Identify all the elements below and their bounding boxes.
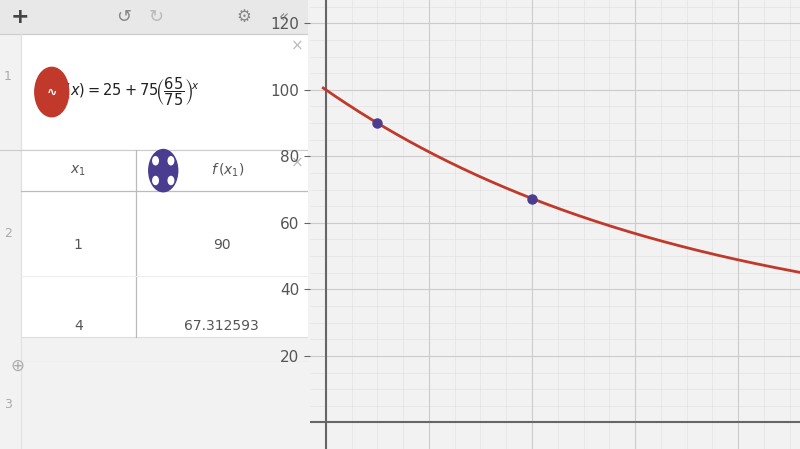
Text: 90: 90 (213, 238, 230, 252)
Circle shape (168, 157, 174, 165)
Text: +: + (10, 7, 30, 27)
Text: 4: 4 (74, 318, 82, 333)
Circle shape (35, 67, 69, 117)
Text: $x_1$: $x_1$ (70, 163, 86, 178)
Circle shape (149, 150, 178, 192)
Text: 67.312593: 67.312593 (184, 318, 259, 333)
Text: 1: 1 (74, 238, 82, 252)
Circle shape (153, 176, 158, 185)
Text: 3: 3 (4, 398, 12, 410)
Text: ×: × (291, 39, 303, 54)
Text: $f\,(x_1)$: $f\,(x_1)$ (211, 162, 245, 179)
Text: ⚙: ⚙ (237, 8, 251, 26)
Text: «: « (279, 8, 289, 26)
Circle shape (153, 157, 158, 165)
Text: ↻: ↻ (149, 8, 163, 26)
Text: ∿: ∿ (46, 86, 57, 98)
Text: $f\,(x) = 25 + 75\!\left(\dfrac{65}{75}\right)^{\!x}$: $f\,(x) = 25 + 75\!\left(\dfrac{65}{75}\… (58, 76, 200, 108)
FancyBboxPatch shape (21, 150, 308, 337)
Text: ×: × (291, 155, 303, 171)
Text: ⊕: ⊕ (10, 357, 24, 375)
Text: 2: 2 (4, 227, 12, 240)
FancyBboxPatch shape (21, 34, 308, 150)
Text: 1: 1 (4, 70, 12, 83)
Circle shape (168, 176, 174, 185)
Text: ↺: ↺ (117, 8, 131, 26)
FancyBboxPatch shape (0, 0, 308, 34)
